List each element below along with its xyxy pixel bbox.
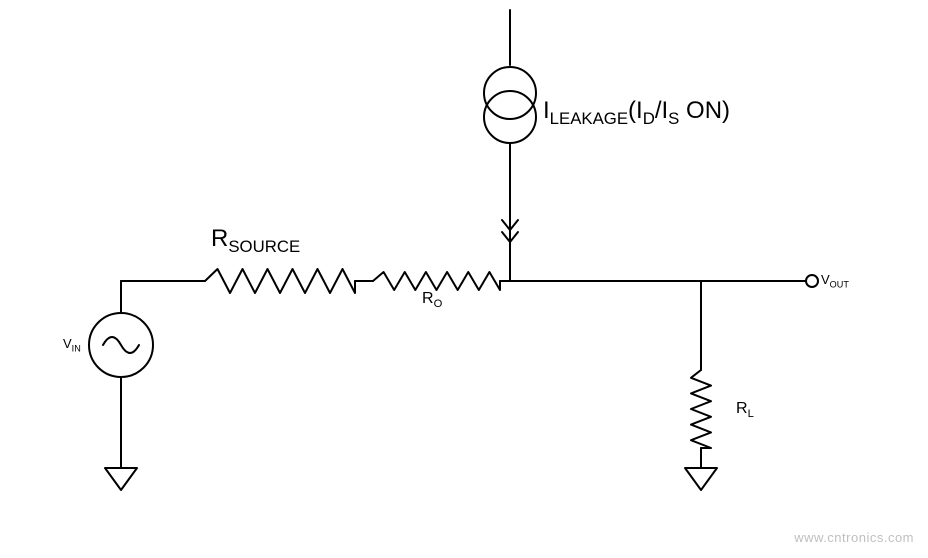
- r-l-label: RL: [736, 400, 754, 420]
- v-in-label: VIN: [63, 336, 81, 354]
- r-o-label: RO: [422, 290, 442, 310]
- circuit-diagram: ILEAKAGE(ID/IS ON) RSOURCE RO RL VIN VOU…: [0, 0, 928, 553]
- r-source-label: RSOURCE: [211, 225, 300, 257]
- v-out-label: VOUT: [821, 272, 849, 290]
- watermark-text: www.cntronics.com: [794, 530, 914, 545]
- i-leakage-label: ILEAKAGE(ID/IS ON): [543, 97, 730, 129]
- schematic-svg: [0, 0, 928, 553]
